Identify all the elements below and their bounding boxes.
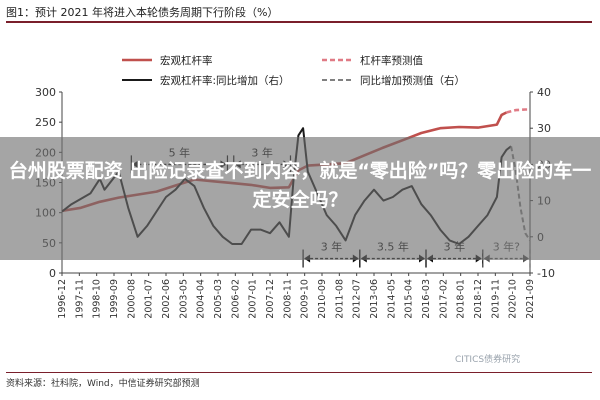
x-tick-label: 1996-12 bbox=[57, 279, 68, 319]
x-tick-label: 2013-06 bbox=[369, 279, 380, 319]
x-tick-label: 2011-08 bbox=[334, 279, 345, 319]
x-tick-label: 2005-03 bbox=[213, 279, 224, 319]
x-tick-label: 2007-01 bbox=[248, 279, 259, 319]
x-tick-label: 1998-10 bbox=[92, 279, 103, 319]
x-tick-label: 2006-02 bbox=[230, 279, 241, 319]
x-tick-label: 2018-12 bbox=[473, 279, 484, 319]
x-tick-label: 2003-05 bbox=[178, 279, 189, 319]
right-tick-label: 30 bbox=[537, 122, 551, 135]
left-tick-label: 300 bbox=[35, 86, 56, 99]
x-tick-label: 2017-02 bbox=[438, 279, 449, 319]
figure-title: 图1：预计 2021 年将进入本轮债务周期下行阶段（%） bbox=[6, 6, 279, 19]
x-tick-label: 2010-09 bbox=[317, 279, 328, 319]
x-tick-label: 2021-09 bbox=[525, 279, 536, 319]
right-tick-label: 40 bbox=[537, 86, 551, 99]
x-tick-label: 1999-09 bbox=[109, 279, 120, 319]
x-tick-label: 2016-03 bbox=[421, 279, 432, 319]
x-tick-label: 2002-06 bbox=[161, 279, 172, 319]
x-tick-label: 2000-08 bbox=[126, 279, 137, 319]
x-tick-label: 2014-05 bbox=[386, 279, 397, 319]
legend-label: 宏观杠杆率:同比增加（右） bbox=[160, 74, 290, 87]
left-tick-label: 0 bbox=[49, 267, 56, 280]
overlay-headline: 台州股票配资 出险记录查不到内容，就是“零出险”吗？零出险的车一定安全吗？ bbox=[8, 160, 592, 211]
x-tick-label: 2007-12 bbox=[265, 279, 276, 319]
x-tick-label: 2019-11 bbox=[490, 279, 501, 319]
x-tick-label: 2015-04 bbox=[404, 279, 415, 319]
watermark-text: CITICS债券研究 bbox=[455, 355, 521, 365]
left-tick-label: 250 bbox=[35, 116, 56, 129]
legend-label: 宏观杠杆率 bbox=[160, 54, 213, 67]
x-tick-label: 2012-07 bbox=[352, 279, 363, 319]
title-rule bbox=[6, 21, 592, 23]
leverage-forecast-line bbox=[506, 108, 530, 114]
x-tick-label: 1997-11 bbox=[74, 279, 85, 319]
x-tick-label: 2004-04 bbox=[196, 279, 207, 319]
x-tick-labels: 1996-12 1997-11 1998-10 1999-09 2000-08 2001-… bbox=[57, 273, 536, 319]
headline-overlay bbox=[0, 137, 600, 260]
x-tick-label: 2001-07 bbox=[144, 279, 155, 319]
x-tick-label: 2008-11 bbox=[282, 279, 293, 319]
legend-label: 杠杆率预测值 bbox=[360, 54, 423, 67]
source-note: 资料来源：社科院，Wind，中信证券研究部预测 bbox=[6, 379, 200, 389]
x-tick-label: 2020-10 bbox=[508, 279, 519, 319]
right-tick-label: -10 bbox=[537, 267, 555, 280]
x-tick-label: 2009-10 bbox=[300, 279, 311, 319]
source-rule bbox=[6, 372, 592, 373]
legend-label: 同比增加预测值（右） bbox=[360, 74, 465, 87]
x-tick-label: 2018-01 bbox=[456, 279, 467, 319]
